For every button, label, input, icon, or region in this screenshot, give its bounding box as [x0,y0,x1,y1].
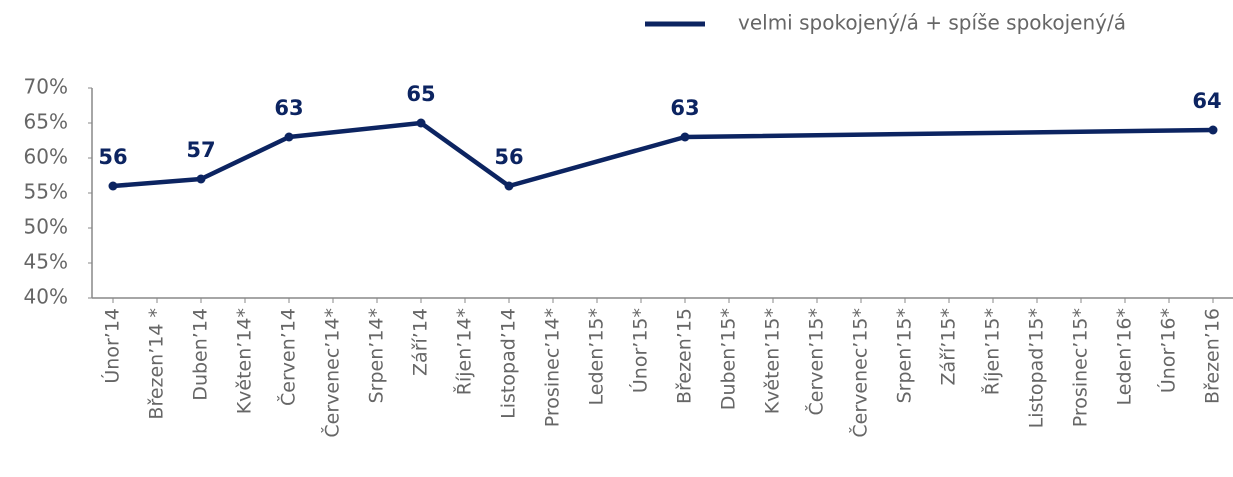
x-tick-label: Únor’16* [1156,308,1180,393]
y-tick-label: 70% [24,75,68,99]
y-tick-label: 55% [24,180,68,204]
point [416,118,426,128]
x-tick-label: Duben’15* [718,308,740,410]
series-line [112,120,1214,189]
x-tick-label: Březen’16 [1202,308,1224,404]
x-tick-label: Únor’14 [100,308,124,384]
x-tick-label: Červen’15* [804,308,828,415]
point [504,181,514,191]
data-label: 56 [98,145,127,169]
y-tick-label: 65% [24,110,68,134]
legend-label: velmi spokojený/á + spíše spokojený/á [738,11,1126,35]
x-tick-label: Srpen’14* [366,308,388,403]
data-label: 64 [1192,89,1221,113]
data-label: 56 [494,145,523,169]
y-tick-label: 45% [24,250,68,274]
x-tick-label: Září’14 [410,308,432,376]
x-tick-label: Únor’15* [628,308,652,393]
x-tick-label: Září’15* [938,308,960,385]
data-label: 63 [274,96,303,120]
x-tick-label: Prosinec’14* [542,308,564,427]
x-tick-label: Březen’14 * [146,308,168,420]
x-tick-label: Listopad’14 [498,308,520,419]
y-tick-label: 60% [24,145,68,169]
x-tick-label: Listopad’15* [1026,308,1048,428]
x-tick-label: Prosinec’15* [1070,308,1092,427]
data-label: 63 [670,96,699,120]
x-tick-label: Leden’15* [586,308,608,405]
x-tick-label: Červenec’14* [320,308,344,438]
x-tick-label: Říjen’14* [453,308,476,395]
point [196,174,206,184]
x-tick-label: Červenec’15* [848,308,872,438]
x-tick-label: Květen’15* [762,308,784,414]
x-tick-label: Červen’14 [276,308,300,406]
point [108,181,118,191]
data-label: 57 [186,138,215,162]
x-tick-label: Leden’16* [1114,308,1136,405]
x-tick-label: Říjen’15* [981,308,1004,395]
x-tick-label: Srpen’15* [894,308,916,403]
x-tick-label: Březen’15 [674,308,696,404]
x-tick-label: Duben’14 [190,308,212,401]
data-label: 65 [406,82,435,106]
y-tick-label: 50% [24,215,68,239]
x-tick-label: Květen’14* [234,308,256,414]
point [1208,125,1218,135]
y-tick-label: 40% [24,285,68,309]
point [284,132,294,142]
point [680,132,690,142]
